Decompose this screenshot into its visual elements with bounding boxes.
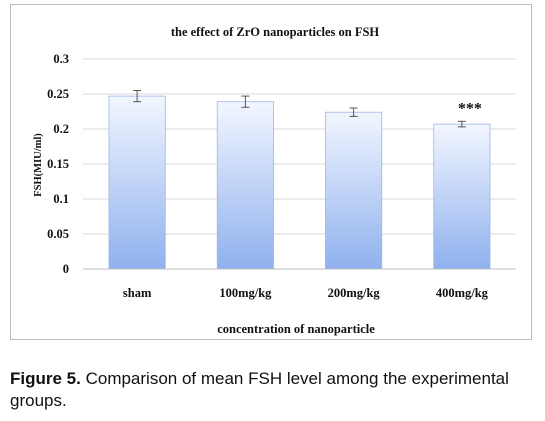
x-tick-label: 400mg/kg — [436, 286, 489, 300]
significance-marker: *** — [458, 100, 482, 117]
figure-frame: the effect of ZrO nanoparticles on FSH 0… — [10, 4, 532, 340]
bar-400mg/kg — [433, 123, 491, 270]
bar-100mg/kg — [216, 101, 274, 270]
x-tick-label: 200mg/kg — [328, 286, 381, 300]
y-tick-label: 0.2 — [53, 122, 69, 136]
bar-sham — [108, 95, 166, 270]
y-tick-label: 0.15 — [47, 157, 69, 171]
figure-caption: Figure 5. Comparison of mean FSH level a… — [10, 368, 530, 412]
x-axis-ticks: sham 100mg/kg 200mg/kg 400mg/kg — [123, 286, 489, 300]
bar-200mg/kg — [325, 111, 383, 270]
x-tick-label: 100mg/kg — [219, 286, 272, 300]
bars: *** — [108, 90, 491, 270]
y-tick-label: 0.3 — [53, 52, 69, 66]
x-axis-label: concentration of nanoparticle — [217, 322, 375, 336]
y-tick-label: 0.1 — [53, 192, 69, 206]
y-tick-label: 0 — [63, 262, 69, 276]
caption-label: Figure 5. — [10, 369, 81, 388]
y-tick-label: 0.25 — [47, 87, 69, 101]
caption-text: Comparison of mean FSH level among the e… — [10, 369, 509, 410]
bar-chart: the effect of ZrO nanoparticles on FSH 0… — [33, 25, 516, 336]
y-axis-ticks: 0 0.05 0.1 0.15 0.2 0.25 0.3 — [47, 52, 69, 276]
chart-title: the effect of ZrO nanoparticles on FSH — [171, 25, 380, 39]
y-tick-label: 0.05 — [47, 227, 69, 241]
y-axis-label: FSH(MIU/ml) — [33, 133, 44, 197]
x-tick-label: sham — [123, 286, 152, 300]
